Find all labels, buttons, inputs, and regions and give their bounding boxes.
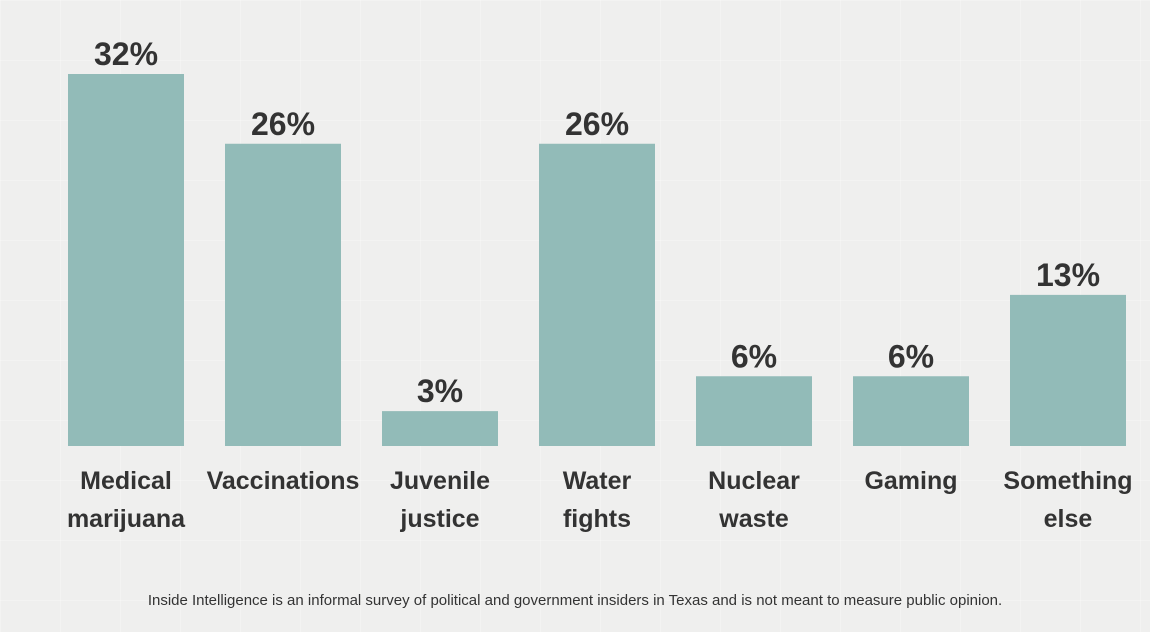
value-label-1: 26% xyxy=(251,106,315,142)
category-label-6-line-1: else xyxy=(1044,505,1093,533)
value-label-4: 6% xyxy=(731,338,777,374)
value-label-0: 32% xyxy=(94,36,158,72)
value-label-6: 13% xyxy=(1036,257,1100,293)
bar-3 xyxy=(539,143,655,446)
category-label-3-line-1: fights xyxy=(563,505,631,533)
value-label-2: 3% xyxy=(417,373,463,409)
bar-6 xyxy=(1010,294,1126,446)
category-label-3-line-0: Water xyxy=(563,467,632,495)
category-label-1-line-0: Vaccinations xyxy=(207,467,360,495)
value-label-3: 26% xyxy=(565,106,629,142)
value-label-5: 6% xyxy=(888,338,934,374)
bar-5 xyxy=(853,376,969,446)
category-label-2-line-1: justice xyxy=(399,505,479,533)
category-label-0-line-1: marijuana xyxy=(67,505,186,533)
bar-1 xyxy=(225,143,341,446)
bar-4 xyxy=(696,376,812,446)
category-label-4-line-1: waste xyxy=(718,505,789,533)
bar-0 xyxy=(68,74,184,446)
category-label-6-line-0: Something xyxy=(1003,467,1132,495)
bar-2 xyxy=(382,411,498,446)
category-label-2-line-0: Juvenile xyxy=(390,467,490,495)
category-label-0-line-0: Medical xyxy=(80,467,172,495)
category-label-5-line-0: Gaming xyxy=(864,467,957,495)
category-label-4-line-0: Nuclear xyxy=(708,467,800,495)
footnote: Inside Intelligence is an informal surve… xyxy=(147,592,1003,609)
